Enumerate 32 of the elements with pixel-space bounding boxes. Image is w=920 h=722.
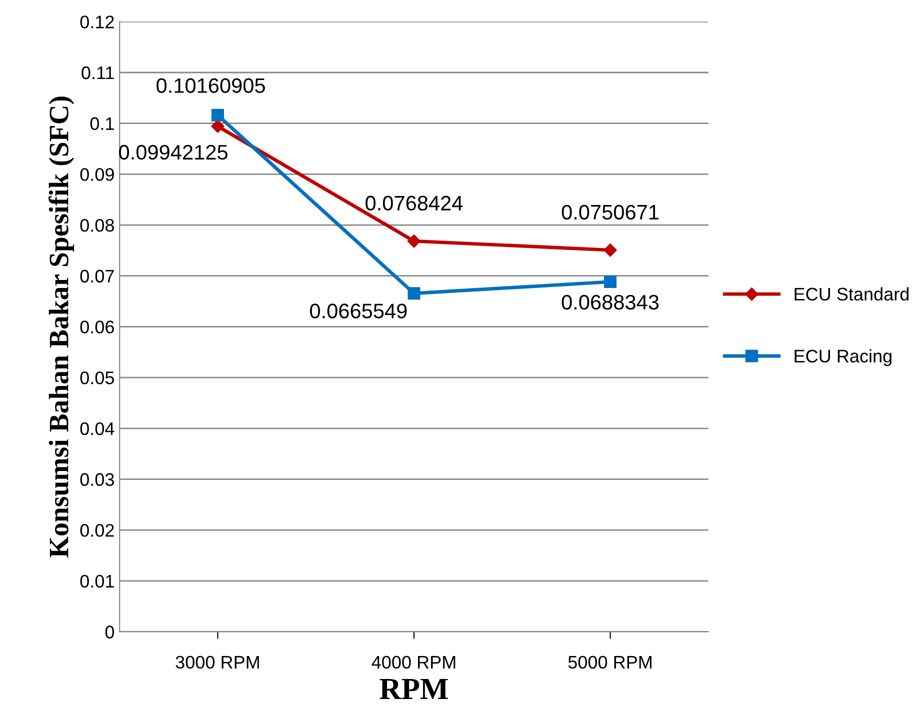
y-tick-label: 0.06 (80, 320, 114, 334)
y-tick-label: 0.07 (80, 270, 114, 283)
y-tick-label: 0.01 (80, 574, 114, 588)
y-tick-label: 0.02 (80, 524, 114, 537)
point (604, 244, 617, 257)
legend-label: ECU Standard (794, 287, 909, 301)
y-tick-label: 0.1 (90, 117, 114, 130)
y-tick-label: 0.04 (80, 422, 114, 436)
y-tick-label: 0 (105, 626, 114, 638)
x-tick-label: 4000 RPM (372, 656, 456, 669)
data-label: 0.0768424 (366, 196, 463, 211)
y-tick-label: 0.09 (80, 168, 114, 181)
y-tick-label: 0.08 (80, 218, 114, 232)
y-tick-label: 0.12 (80, 16, 114, 28)
x-tick-label: 3000 RPM (176, 656, 259, 669)
y-axis-title: Konsumsi Bahan Bakar Spesifik (SFC) (48, 96, 74, 558)
data-label: 0.0688343 (562, 294, 659, 310)
point (407, 234, 421, 248)
x-axis-title: RPM (380, 678, 448, 699)
point (211, 108, 224, 122)
x-tick-label: 5000 RPM (568, 656, 652, 669)
y-tick-label: 0.11 (82, 66, 114, 80)
point (604, 276, 617, 288)
point (408, 287, 420, 300)
y-tick-label: 0.05 (80, 371, 114, 384)
point (211, 120, 224, 133)
data-label: 0.10160905 (156, 78, 265, 93)
data-label: 0.0665549 (310, 304, 407, 318)
y-tick-label: 0.03 (80, 473, 114, 486)
data-label: 0.09942125 (119, 144, 228, 160)
data-label: 0.0750671 (562, 204, 658, 220)
legend-label: ECU Racing (794, 349, 892, 366)
